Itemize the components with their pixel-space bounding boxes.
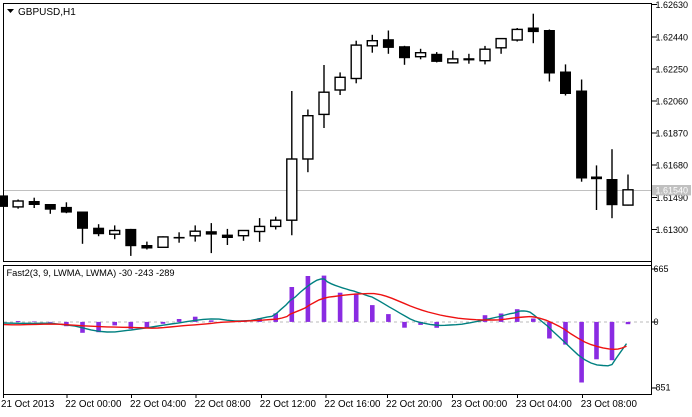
svg-text:22 Oct 04:00: 22 Oct 04:00 bbox=[130, 399, 187, 410]
svg-text:22 Oct 20:00: 22 Oct 20:00 bbox=[386, 399, 443, 410]
svg-text:23 Oct 04:00: 23 Oct 04:00 bbox=[516, 399, 573, 410]
svg-text:1.61680: 1.61680 bbox=[656, 161, 689, 171]
svg-text:1.61870: 1.61870 bbox=[656, 129, 689, 139]
svg-text:1.62630: 1.62630 bbox=[656, 0, 689, 10]
svg-text:23 Oct 00:00: 23 Oct 00:00 bbox=[451, 399, 508, 410]
svg-text:23 Oct 08:00: 23 Oct 08:00 bbox=[581, 399, 638, 410]
svg-text:22 Oct 16:00: 22 Oct 16:00 bbox=[324, 399, 381, 410]
svg-text:1.61300: 1.61300 bbox=[656, 225, 689, 235]
svg-text:1.61540: 1.61540 bbox=[656, 185, 689, 195]
svg-text:-851: -851 bbox=[653, 383, 671, 393]
svg-text:22 Oct 08:00: 22 Oct 08:00 bbox=[195, 399, 252, 410]
svg-text:GBPUSD,H1: GBPUSD,H1 bbox=[18, 7, 76, 18]
svg-text:1.62250: 1.62250 bbox=[656, 64, 689, 74]
svg-text:21 Oct 2013: 21 Oct 2013 bbox=[1, 399, 55, 410]
svg-text:22 Oct 00:00: 22 Oct 00:00 bbox=[65, 399, 122, 410]
svg-text:Fast2(3, 9, LWMA, LWMA) -30 -2: Fast2(3, 9, LWMA, LWMA) -30 -243 -289 bbox=[7, 268, 175, 278]
svg-text:1.61490: 1.61490 bbox=[656, 193, 689, 203]
svg-text:22 Oct 12:00: 22 Oct 12:00 bbox=[260, 399, 317, 410]
svg-text:665: 665 bbox=[654, 264, 669, 274]
svg-text:0: 0 bbox=[654, 317, 659, 327]
svg-text:1.62060: 1.62060 bbox=[656, 97, 689, 107]
svg-text:1.62440: 1.62440 bbox=[656, 32, 689, 42]
